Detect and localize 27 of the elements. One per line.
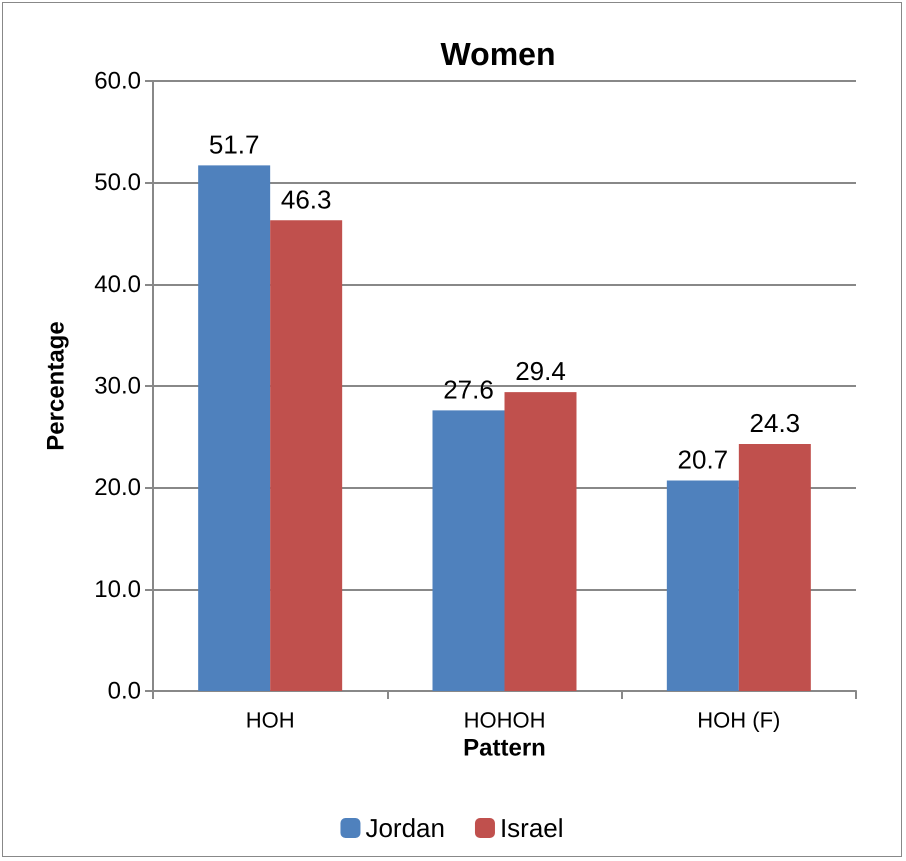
bar <box>270 220 342 691</box>
y-tick-label: 20.0 <box>94 474 141 502</box>
bar <box>432 410 504 691</box>
x-tick-label: HOHOH <box>464 708 546 732</box>
y-tick-label: 0.0 <box>108 678 141 704</box>
legend-label: Jordan <box>365 813 445 843</box>
data-label: 46.3 <box>280 184 332 214</box>
data-label: 27.6 <box>443 374 494 404</box>
y-tick-label: 50.0 <box>94 169 141 196</box>
y-axis-title: Percentage <box>42 321 70 451</box>
bar <box>198 165 270 691</box>
data-label: 20.7 <box>678 444 728 475</box>
x-tick-label: HOH <box>246 708 295 732</box>
y-tick-label: 40.0 <box>94 270 141 298</box>
bar <box>738 444 811 691</box>
y-tick-label: 60.0 <box>94 68 141 94</box>
bar <box>666 480 739 691</box>
data-label: 51.7 <box>208 129 260 160</box>
bar <box>504 392 576 691</box>
data-label: 24.3 <box>750 408 800 438</box>
chart-title: Women <box>440 36 556 72</box>
x-tick-label: HOH (F) <box>697 708 780 732</box>
data-label: 29.4 <box>515 356 566 386</box>
y-tick-label: 10.0 <box>94 576 141 603</box>
x-axis-title: Pattern <box>463 734 546 762</box>
legend-label: Israel <box>500 813 564 843</box>
y-tick-label: 30.0 <box>94 372 141 400</box>
